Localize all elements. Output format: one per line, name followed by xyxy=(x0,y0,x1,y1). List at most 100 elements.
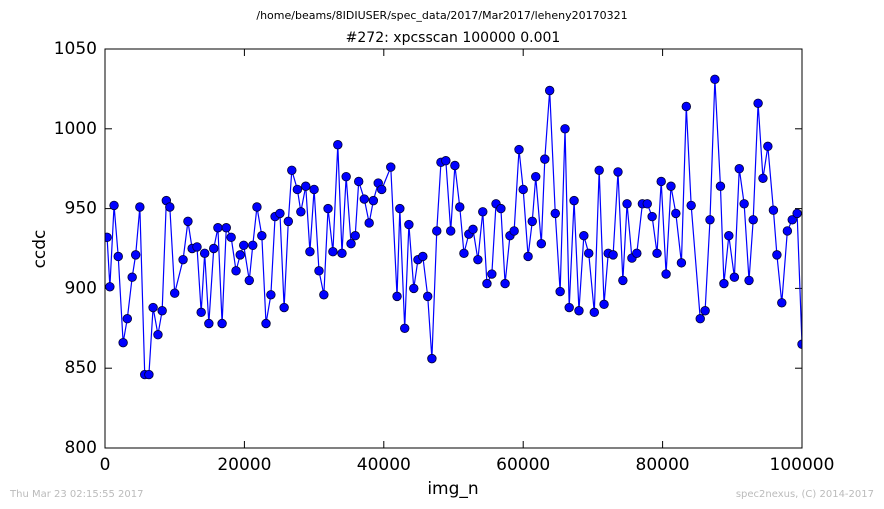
footer-right: spec2nexus, (C) 2014-2017 xyxy=(736,489,874,500)
data-point xyxy=(427,353,437,364)
y-tick-label: 1000 xyxy=(54,119,97,139)
data-point xyxy=(231,266,241,276)
data-point xyxy=(301,181,311,191)
data-point xyxy=(105,282,115,292)
data-point xyxy=(676,258,687,268)
data-point xyxy=(632,248,642,258)
data-point xyxy=(279,302,289,313)
data-point xyxy=(113,251,123,262)
data-point xyxy=(579,231,589,241)
footer-left: Thu Mar 23 02:15:55 2017 xyxy=(9,489,143,500)
data-point xyxy=(686,200,696,211)
data-point xyxy=(105,232,112,243)
data-point xyxy=(109,200,119,211)
data-point xyxy=(518,184,528,195)
data-point xyxy=(144,369,154,380)
data-point xyxy=(275,208,285,219)
data-point xyxy=(564,302,574,313)
data-point xyxy=(153,329,163,340)
data-point xyxy=(354,176,364,187)
data-point xyxy=(148,302,158,313)
data-point xyxy=(165,202,175,212)
data-point xyxy=(209,243,219,254)
data-point xyxy=(671,208,681,219)
data-point xyxy=(729,272,740,282)
data-point xyxy=(792,208,802,219)
chart-title: #272: xpcsscan 100000 0.001 xyxy=(346,30,561,46)
data-point xyxy=(309,184,319,195)
data-point xyxy=(468,224,478,235)
data-point xyxy=(705,215,715,225)
data-point xyxy=(700,306,710,316)
x-tick-label: 60000 xyxy=(496,455,550,475)
data-point xyxy=(523,251,533,262)
data-point xyxy=(213,223,223,233)
data-point xyxy=(642,199,652,209)
x-axis-label: img_n xyxy=(427,479,478,499)
data-point xyxy=(409,283,419,294)
data-point xyxy=(328,246,338,257)
data-point xyxy=(239,240,249,251)
data-point xyxy=(695,314,705,324)
data-point xyxy=(724,231,734,241)
data-point xyxy=(169,288,180,298)
data-point xyxy=(555,286,565,297)
data-point xyxy=(178,254,188,265)
data-point xyxy=(404,219,414,230)
data-point xyxy=(266,290,276,300)
y-tick-label: 900 xyxy=(65,278,97,298)
data-point xyxy=(377,184,387,195)
data-point xyxy=(473,254,483,265)
data-point xyxy=(392,291,402,302)
data-point xyxy=(487,269,497,279)
data-point xyxy=(514,144,524,155)
data-point xyxy=(183,216,193,227)
data-point xyxy=(763,141,773,152)
data-point xyxy=(527,216,537,227)
data-point xyxy=(536,239,547,249)
data-point xyxy=(423,291,433,302)
data-point xyxy=(204,318,214,329)
data-point xyxy=(305,246,315,257)
data-point xyxy=(118,337,128,348)
y-tick-label: 950 xyxy=(65,199,97,219)
x-tick-label: 20000 xyxy=(217,455,271,475)
data-point xyxy=(772,250,782,260)
data-point xyxy=(323,203,333,214)
data-point xyxy=(395,203,405,214)
x-tick-label: 0 xyxy=(100,455,111,475)
data-point xyxy=(261,318,271,329)
data-point xyxy=(599,299,609,310)
x-tick-label: 40000 xyxy=(357,455,411,475)
data-point xyxy=(386,162,396,172)
data-point xyxy=(319,290,329,300)
x-tick-label: 100000 xyxy=(770,455,835,475)
data-point xyxy=(656,176,666,187)
data-point xyxy=(777,298,787,308)
suptitle: /home/beams/8IDIUSER/spec_data/2017/Mar2… xyxy=(256,9,627,22)
data-point xyxy=(608,250,618,260)
y-tick-label: 800 xyxy=(65,438,97,458)
data-point xyxy=(753,98,763,108)
data-point xyxy=(613,167,623,177)
data-point xyxy=(432,226,442,236)
data-point xyxy=(797,339,802,349)
data-point xyxy=(292,184,303,195)
data-point xyxy=(248,240,258,251)
y-tick-label: 850 xyxy=(65,358,97,378)
data-point xyxy=(252,202,262,212)
data-point xyxy=(782,226,793,236)
data-point xyxy=(710,74,720,85)
data-point xyxy=(719,278,729,289)
data-point xyxy=(482,278,492,289)
data-point xyxy=(244,275,254,286)
data-point xyxy=(540,154,550,164)
data-line xyxy=(106,79,802,376)
data-point xyxy=(739,199,749,209)
data-point xyxy=(574,306,584,316)
data-point xyxy=(283,216,294,227)
data-point xyxy=(235,250,245,260)
data-point xyxy=(135,202,145,212)
data-point xyxy=(341,171,351,182)
